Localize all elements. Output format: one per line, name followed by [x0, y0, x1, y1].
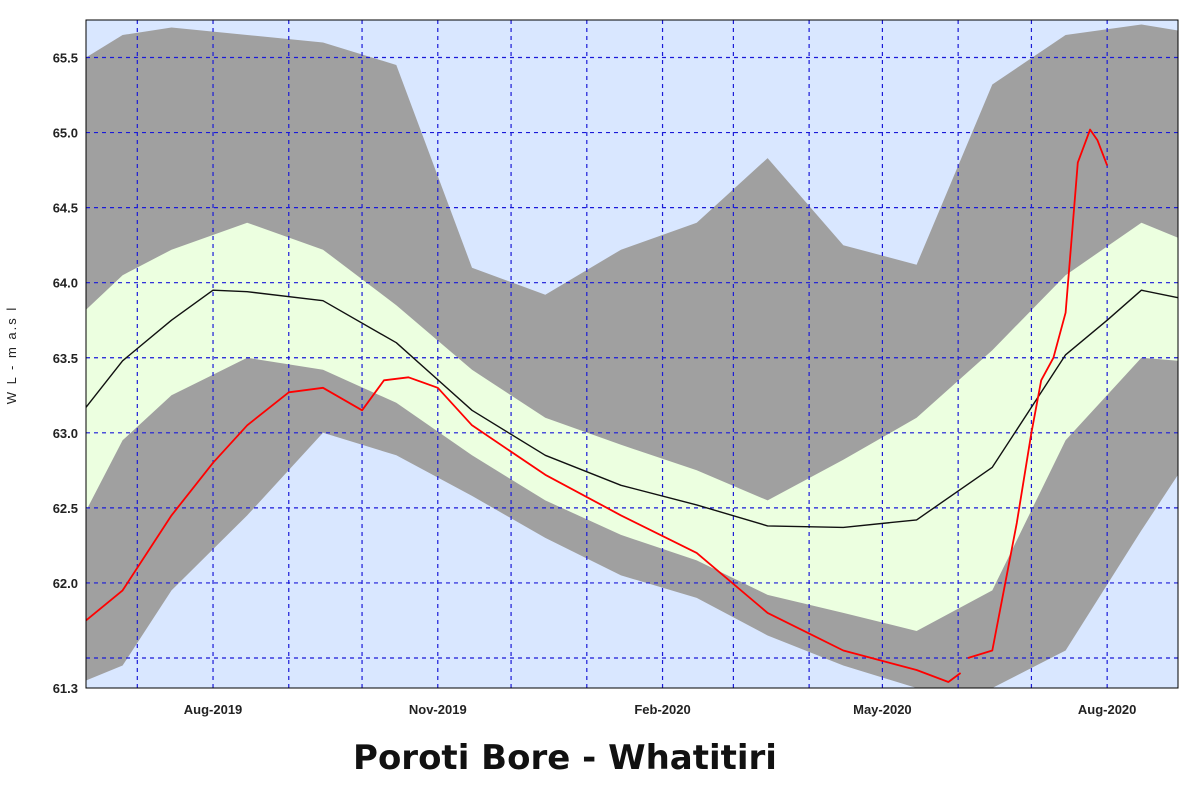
- y-tick-label: 62.0: [53, 576, 78, 591]
- y-axis-label: W L - m a.s l: [4, 306, 19, 404]
- x-tick-labels: Aug-2019 Nov-2019 Feb-2020 May-2020 Aug-2020: [184, 702, 1137, 717]
- x-tick-label: Feb-2020: [634, 702, 690, 717]
- chart: 61.3 62.0 62.5 63.0 63.5 64.0 64.5 65.0 65.5 Aug…: [4, 19, 1179, 717]
- y-tick-label: 61.3: [53, 681, 78, 696]
- x-tick-label: Nov-2019: [409, 702, 467, 717]
- observed-line-segment-2: [967, 128, 1109, 659]
- chart-title: Poroti Bore - Whatitiri: [353, 738, 777, 778]
- observed-line: [85, 376, 962, 683]
- y-tick-labels: 61.3 62.0 62.5 63.0 63.5 64.0 64.5 65.0 65.5: [53, 51, 78, 696]
- plot-frame: [85, 19, 1179, 689]
- y-tick-label: 63.5: [53, 351, 78, 366]
- y-tick-label: 63.0: [53, 426, 78, 441]
- bands: [86, 24, 1178, 688]
- x-tick-label: Aug-2020: [1078, 702, 1137, 717]
- y-tick-label: 64.5: [53, 201, 78, 216]
- y-tick-label: 64.0: [53, 276, 78, 291]
- y-tick-label: 65.0: [53, 126, 78, 141]
- grid: [86, 20, 1178, 688]
- y-tick-label: 62.5: [53, 501, 78, 516]
- x-tick-label: Aug-2019: [184, 702, 243, 717]
- median-line: [85, 289, 1179, 529]
- upper-lower-band: [86, 222, 1178, 631]
- x-tick-label: May-2020: [853, 702, 912, 717]
- y-tick-label: 65.5: [53, 51, 78, 66]
- series-lines: [85, 128, 1179, 683]
